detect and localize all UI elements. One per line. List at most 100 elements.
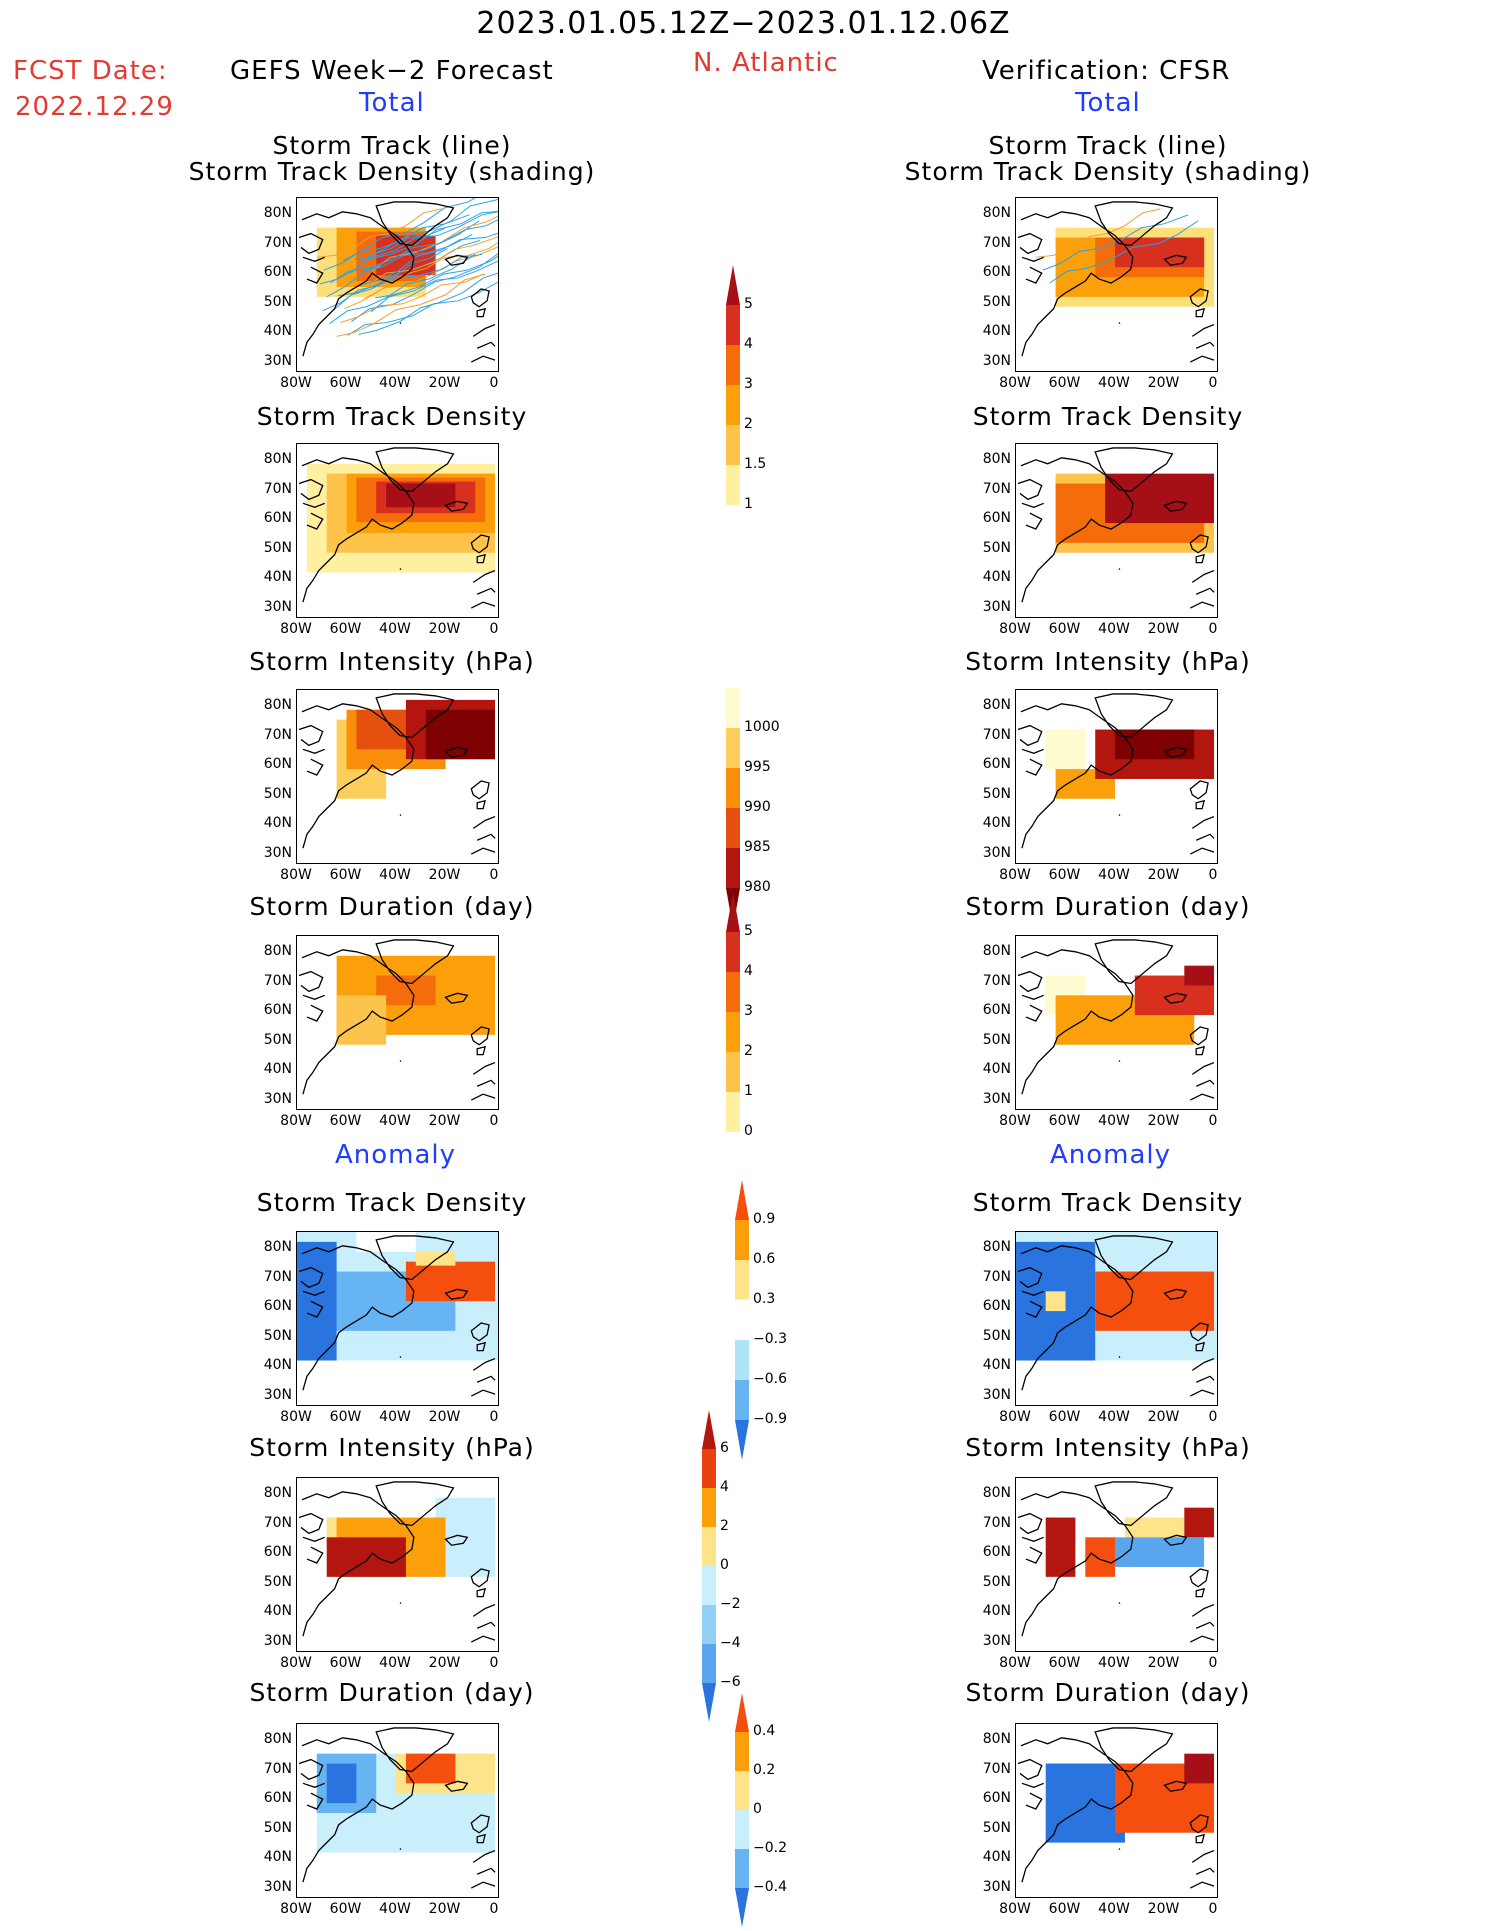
coastline: [298, 1481, 496, 1643]
storm-track-line: [368, 236, 498, 286]
lon-tick-label: 20W: [1147, 867, 1180, 883]
lat-tick-label: 80N: [263, 943, 292, 959]
colorbar-duration: [726, 892, 740, 1136]
coastline: [1017, 447, 1215, 609]
shading-cell: [1184, 1507, 1215, 1538]
lon-tick-label: 0: [1208, 375, 1218, 391]
shading-cell: [1184, 1753, 1215, 1784]
lat-tick-label: 30N: [982, 352, 1011, 369]
lat-tick-label: 30N: [982, 1632, 1011, 1649]
colorbar-label: −0.4: [753, 1879, 787, 1895]
lat-tick-label: 80N: [982, 943, 1011, 959]
shading-cell: [1184, 965, 1215, 986]
colorbar-swatch: [726, 305, 740, 345]
colorbar-swatch: [726, 385, 740, 425]
lat-tick-label: 80N: [982, 1239, 1011, 1255]
lat-tick-label: 50N: [263, 1327, 292, 1344]
lat-tick-label: 60N: [263, 1544, 292, 1560]
lon-tick-label: 20W: [428, 1901, 461, 1917]
colorbar-swatch: [735, 1380, 749, 1420]
colorbar-swatch: [735, 1693, 749, 1732]
storm-track-line: [322, 247, 448, 312]
storm-track-line: [364, 241, 498, 300]
colorbar-swatch: [735, 1260, 749, 1300]
lat-tick-label: 30N: [263, 1878, 292, 1895]
map-panel-left-duration: [296, 935, 499, 1110]
map-panel-right-anom-int: [1015, 1477, 1218, 1652]
storm-track-line: [344, 246, 498, 310]
right-anom-intensity-title: Storm Intensity (hPa): [965, 1433, 1251, 1462]
lat-tick-label: 60N: [982, 1002, 1011, 1018]
lat-tick-label: 30N: [263, 844, 292, 861]
storm-track-line: [357, 232, 498, 287]
lat-tick-label: 30N: [982, 598, 1011, 615]
colorbar-label: 0.2: [753, 1762, 776, 1778]
lat-tick-label: 70N: [263, 726, 292, 743]
colorbar-label: 1000: [744, 719, 780, 735]
lat-tick-label: 40N: [263, 1849, 292, 1865]
colorbar-intensity: [726, 688, 740, 932]
lat-tick-label: 70N: [263, 234, 292, 251]
colorbar-swatch: [735, 1420, 749, 1460]
colorbar-label: 0.6: [753, 1251, 776, 1267]
left-duration-title: Storm Duration (day): [249, 892, 535, 921]
right-intensity-title: Storm Intensity (hPa): [965, 647, 1251, 676]
shading-cell: [386, 483, 456, 508]
colorbar-label: 5: [744, 296, 753, 312]
map-panel-right-duration: [1015, 935, 1218, 1110]
lat-tick-label: 40N: [982, 1357, 1011, 1373]
colorbar-swatch: [726, 1052, 740, 1092]
shading-cell: [1124, 1517, 1185, 1538]
lat-tick-label: 60N: [263, 1298, 292, 1314]
lat-tick-label: 30N: [263, 1386, 292, 1403]
map-panel-right-intensity: [1015, 689, 1218, 864]
lon-tick-label: 40W: [379, 375, 411, 391]
lon-tick-label: 60W: [1048, 1655, 1081, 1671]
lat-tick-label: 50N: [263, 539, 292, 556]
lon-tick-label: 20W: [1147, 1901, 1180, 1917]
colorbar-swatch: [726, 265, 740, 305]
lon-tick-label: 60W: [1048, 621, 1081, 637]
lon-tick-label: 80W: [280, 1901, 312, 1917]
lat-tick-label: 30N: [982, 844, 1011, 861]
lat-tick-label: 30N: [263, 598, 292, 615]
colorbar-swatch: [735, 1888, 749, 1927]
coastline: [1017, 693, 1215, 855]
lat-tick-label: 70N: [982, 480, 1011, 497]
lon-tick-label: 80W: [999, 1113, 1031, 1129]
fcst-date-value: 2022.12.29: [15, 92, 174, 122]
right-density-title: Storm Track Density: [972, 402, 1244, 431]
colorbar-swatch: [726, 465, 740, 505]
storm-track-line: [351, 253, 498, 322]
lon-tick-label: 0: [489, 867, 499, 883]
colorbar-label: 4: [720, 1479, 729, 1495]
lon-tick-label: 60W: [1048, 867, 1081, 883]
lon-tick-label: 20W: [428, 1409, 461, 1425]
storm-track-line: [370, 260, 498, 313]
colorbar-label: −0.2: [753, 1840, 787, 1856]
coastline: [298, 201, 496, 363]
colorbar-label: 990: [744, 799, 771, 815]
colorbar-label: 2: [744, 1043, 753, 1059]
map-panel-left-track: [296, 197, 499, 372]
shading-cell: [326, 1763, 357, 1804]
lat-tick-label: 30N: [263, 1632, 292, 1649]
left-anom-density-title: Storm Track Density: [256, 1188, 528, 1217]
lat-tick-label: 80N: [982, 697, 1011, 713]
lon-tick-label: 60W: [329, 1113, 362, 1129]
anomaly-label-right: Anomaly: [1050, 1140, 1172, 1170]
lat-tick-label: 40N: [263, 1603, 292, 1619]
lat-tick-label: 50N: [982, 1031, 1011, 1048]
lon-tick-label: 0: [1208, 1113, 1218, 1129]
lat-tick-label: 70N: [982, 972, 1011, 989]
lon-tick-label: 40W: [1098, 621, 1130, 637]
lon-tick-label: 0: [1208, 621, 1218, 637]
colorbar-swatch: [735, 1810, 749, 1849]
colorbar-label: 0.3: [753, 1291, 776, 1307]
lat-tick-label: 50N: [982, 1573, 1011, 1590]
colorbar-label: 1: [744, 496, 753, 512]
colorbar-swatch: [702, 1527, 716, 1566]
lat-tick-label: 60N: [263, 756, 292, 772]
lat-tick-label: 60N: [263, 264, 292, 280]
lon-tick-label: 40W: [379, 1113, 411, 1129]
